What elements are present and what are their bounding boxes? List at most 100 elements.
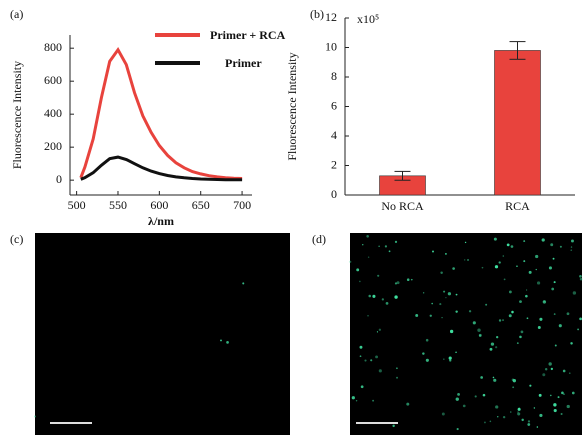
fluorescent-spot	[521, 418, 524, 422]
fluorescent-spot	[482, 393, 486, 397]
fluorescent-spot	[526, 317, 529, 320]
fluorescent-spot	[445, 253, 447, 255]
fluorescent-spot	[553, 313, 556, 315]
fluorescent-spot	[367, 314, 369, 317]
fluorescent-spot	[490, 342, 495, 346]
fluorescent-spot	[548, 266, 552, 270]
fluorescent-spot	[579, 274, 582, 278]
y-tick-label: 400	[44, 106, 62, 120]
fluorescent-spot	[572, 291, 577, 295]
y-tick-label: 0	[331, 187, 337, 201]
fluorescent-spot	[542, 300, 547, 304]
fluorescent-spot	[523, 240, 526, 243]
fluorescent-spot	[464, 241, 467, 244]
fluorescent-spot	[538, 393, 542, 397]
panel-label: (d)	[312, 232, 326, 246]
y-tick-label: 10	[325, 39, 337, 53]
fluorescent-spot	[561, 391, 564, 395]
fluorescent-spot	[432, 250, 434, 253]
fluorescent-spot	[443, 358, 445, 360]
fluorescent-spot	[431, 302, 433, 305]
fluorescent-spot	[370, 359, 373, 362]
fluorescent-spot	[378, 369, 382, 373]
fluorescent-spot	[493, 378, 497, 382]
fluorescent-spot	[440, 271, 443, 275]
fluorescent-spot	[519, 300, 522, 304]
fluorescent-spot	[367, 256, 370, 258]
fluorescent-spot	[478, 333, 482, 337]
fluorescent-spot	[527, 423, 531, 426]
fluorescent-spot	[429, 314, 432, 317]
fluorescent-spot	[498, 319, 502, 322]
fluorescent-spot	[372, 294, 376, 298]
fluorescent-spot	[362, 243, 364, 246]
fluorescent-spot	[394, 295, 398, 299]
bar	[494, 50, 541, 196]
fluorescent-spot	[226, 341, 229, 344]
panel-label: (b)	[310, 7, 324, 21]
fluorescent-spot	[502, 319, 504, 321]
fluorescent-spot	[494, 265, 499, 269]
y-tick-label: 200	[44, 139, 62, 153]
fluorescent-spot	[511, 310, 514, 314]
fluorescent-spot	[570, 249, 573, 252]
fluorescent-spot	[394, 240, 398, 243]
x-tick-label: 500	[68, 198, 86, 212]
fluorescent-spot	[467, 259, 469, 261]
fluorescent-spot	[520, 330, 524, 334]
fluorescent-spot	[509, 411, 512, 413]
fluorescent-spot	[489, 347, 493, 351]
fluorescent-spot	[517, 411, 519, 413]
fluorescent-spot	[462, 404, 466, 408]
fluorescent-spot	[495, 405, 499, 409]
fluorescent-spot	[425, 358, 429, 362]
fluorescent-spot	[557, 396, 560, 399]
fluorescent-spot	[364, 359, 367, 362]
fluorescent-spot	[455, 351, 457, 353]
fluorescent-spot	[441, 316, 443, 319]
fluorescent-spot	[452, 267, 455, 270]
y-tick-label: 600	[44, 73, 62, 87]
fluorescent-spot	[516, 265, 518, 268]
fluorescent-spot	[539, 413, 543, 418]
fluorescent-spot	[448, 356, 452, 360]
micrograph-c	[35, 233, 290, 435]
x-tick-label: 650	[192, 198, 210, 212]
fluorescent-spot	[439, 303, 442, 306]
fluorescent-spot	[502, 416, 506, 419]
fluorescent-spot	[477, 328, 481, 332]
fluorescent-spot	[517, 407, 521, 411]
fluorescent-spot	[422, 352, 425, 355]
fluorescent-spot	[360, 385, 364, 389]
fluorescent-spot	[396, 376, 398, 379]
fluorescent-spot	[570, 342, 573, 345]
fluorescent-spot	[527, 420, 531, 423]
fluorescent-spot	[449, 329, 454, 334]
fluorescent-spot	[579, 277, 583, 281]
fluorescent-spot	[512, 379, 516, 383]
fluorescent-spot	[220, 339, 222, 342]
x-axis-label: λ/nm	[148, 214, 174, 228]
fluorescent-spot	[568, 372, 571, 374]
fluorescent-spot	[579, 317, 582, 321]
fluorescent-spot	[455, 310, 458, 313]
fluorescent-spot	[394, 282, 398, 285]
fluorescent-spot	[550, 243, 554, 247]
fluorescent-spot	[441, 412, 445, 416]
fluorescent-spot	[372, 399, 374, 402]
fluorescent-spot	[571, 239, 574, 243]
line-series	[80, 155, 243, 182]
fluorescent-spot	[385, 302, 389, 305]
fluorescent-spot	[570, 246, 573, 248]
legend-label: Primer + RCA	[210, 28, 286, 42]
x-tick-label: 700	[233, 198, 251, 212]
fluorescent-spot	[359, 345, 363, 349]
fluorescent-spot	[449, 359, 452, 362]
fluorescent-spot	[378, 328, 382, 331]
fluorescent-spot	[552, 257, 555, 260]
x-tick-label: 600	[150, 198, 168, 212]
fluorescent-spot	[349, 260, 352, 263]
fluorescent-spot	[550, 367, 553, 371]
fluorescent-spot	[34, 415, 36, 418]
